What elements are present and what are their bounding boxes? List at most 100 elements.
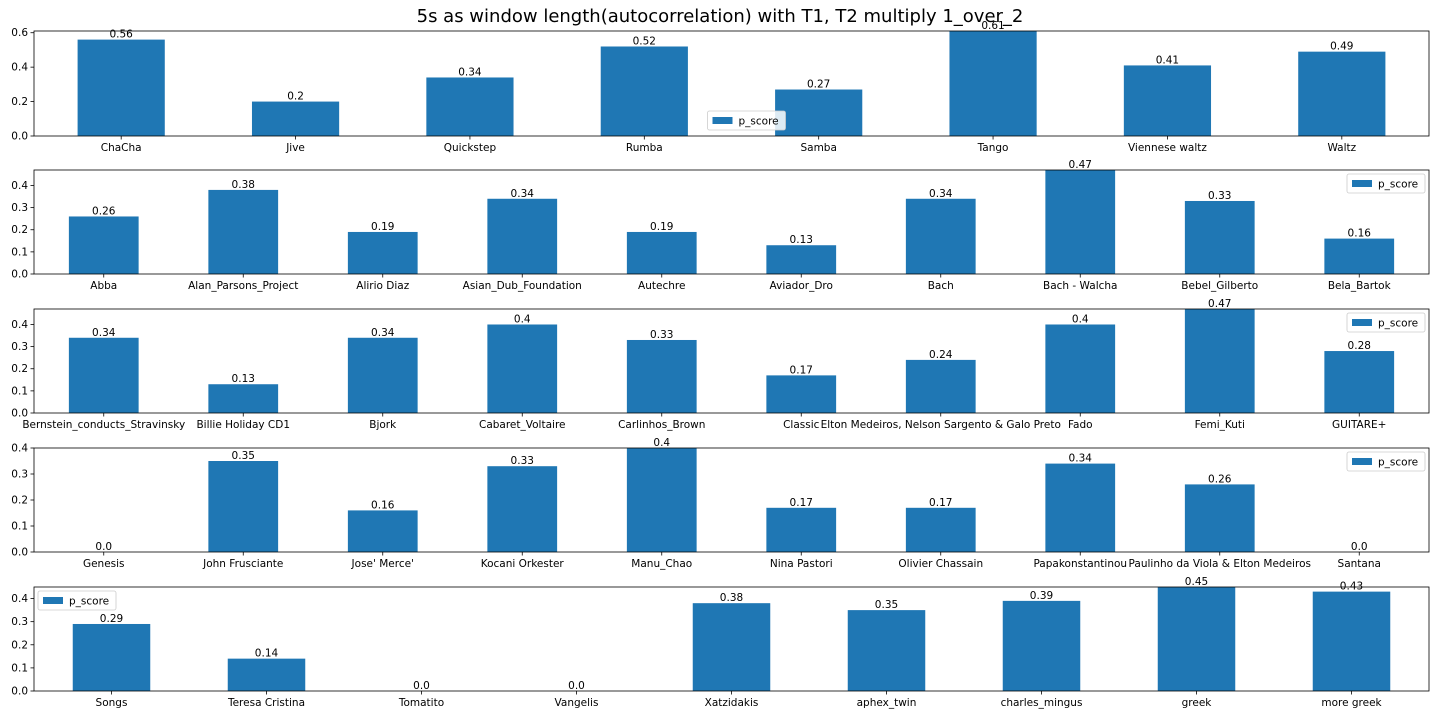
data-label: 0.56: [109, 29, 133, 41]
bar: [626, 339, 697, 413]
legend: p_score: [1346, 173, 1426, 194]
y-tick-label: 0.1: [11, 662, 28, 674]
bar: [1045, 324, 1116, 413]
data-label: 0.28: [1348, 340, 1371, 352]
data-label: 0.52: [633, 35, 656, 47]
y-tick-label: 0.6: [11, 27, 28, 39]
y-tick-label: 0.2: [11, 363, 28, 375]
x-tick-label: GUITARE+: [1332, 419, 1386, 431]
x-tick-label: Abba: [90, 280, 117, 292]
bar: [905, 507, 976, 552]
bar: [600, 46, 688, 136]
x-tick-label: Waltz: [1327, 142, 1356, 154]
bar: [1324, 351, 1395, 413]
bar: [1045, 170, 1116, 274]
bar: [487, 466, 558, 552]
bar: [1157, 587, 1236, 691]
x-tick-label: John Frusciante: [202, 558, 283, 570]
x-tick-label: greek: [1182, 697, 1213, 709]
legend-swatch: [1352, 458, 1372, 465]
bar: [347, 510, 418, 552]
data-label: 0.34: [511, 188, 535, 200]
bar: [208, 384, 279, 413]
data-label: 0.38: [232, 179, 255, 191]
bar: [72, 623, 151, 691]
y-tick-label: 0.0: [11, 131, 28, 143]
x-tick-label: Bela_Bartok: [1328, 280, 1392, 292]
x-tick-label: Jive: [285, 142, 305, 154]
bar: [426, 77, 514, 136]
bar: [626, 231, 697, 274]
x-tick-label: Fado: [1068, 419, 1093, 431]
y-tick-label: 0.3: [11, 616, 28, 628]
x-tick-label: Papakonstantinou: [1033, 558, 1127, 570]
data-label: 0.0: [568, 680, 585, 692]
data-label: 0.34: [371, 327, 395, 339]
y-tick-label: 0.0: [11, 408, 28, 420]
y-tick-label: 0.0: [11, 547, 28, 559]
y-tick-label: 0.0: [11, 269, 28, 281]
x-tick-label: Xatzidakis: [705, 697, 759, 709]
plot-frame: [33, 586, 1430, 692]
x-tick-label: Teresa Cristina: [227, 697, 305, 709]
data-label: 0.26: [92, 205, 116, 217]
data-label: 0.29: [100, 613, 123, 625]
bar: [208, 461, 279, 552]
legend: p_score: [1346, 451, 1426, 472]
bar: [1002, 600, 1081, 691]
bar: [775, 89, 863, 136]
bar: [347, 231, 418, 274]
x-tick-label: Carlinhos_Brown: [618, 419, 705, 431]
x-tick-label: Kocani Orkester: [481, 558, 565, 570]
data-label: 0.34: [458, 66, 482, 78]
legend-box: [707, 110, 786, 131]
y-tick-label: 0.2: [11, 495, 28, 507]
bar: [68, 337, 139, 413]
legend-box: [37, 590, 117, 611]
data-label: 0.45: [1185, 576, 1208, 588]
bar: [68, 216, 139, 274]
data-label: 0.41: [1156, 54, 1179, 66]
x-tick-label: Samba: [800, 142, 836, 154]
y-tick-label: 0.2: [11, 224, 28, 236]
bar: [766, 507, 837, 552]
data-label: 0.17: [929, 497, 952, 509]
legend-label: p_score: [739, 116, 779, 128]
data-label: 0.26: [1208, 473, 1232, 485]
subplot-4: 0.0 Genesis 0.35 John Frusciante 0.16 Jose' M…: [11, 437, 1430, 570]
bar: [847, 610, 926, 691]
data-label: 0.17: [790, 364, 813, 376]
data-label: 0.14: [255, 648, 279, 660]
data-label: 0.0: [413, 680, 430, 692]
x-tick-label: Songs: [96, 697, 128, 709]
bar: [487, 324, 558, 413]
x-tick-label: Billie Holiday CD1: [196, 419, 290, 431]
bar: [905, 359, 976, 413]
data-label: 0.0: [95, 541, 112, 553]
bar: [208, 189, 279, 274]
data-label: 0.39: [1030, 590, 1053, 602]
legend-swatch: [1352, 319, 1372, 326]
bar: [1184, 200, 1255, 274]
bar: [766, 245, 837, 274]
bar: [251, 101, 340, 136]
legend-label: p_score: [1378, 457, 1418, 469]
bar: [77, 39, 165, 137]
data-label: 0.17: [790, 497, 813, 509]
chart-title: 5s as window length(autocorrelation) wit…: [416, 6, 1024, 27]
x-tick-label: Santana: [1338, 558, 1381, 570]
x-tick-label: Bach: [928, 280, 954, 292]
data-label: 0.16: [371, 499, 395, 511]
y-tick-label: 0.2: [11, 639, 28, 651]
data-label: 0.0: [1351, 541, 1368, 553]
data-label: 0.35: [875, 599, 898, 611]
subplot-3: 0.34 Bernstein_conducts_Stravinsky 0.13 Bil…: [11, 298, 1430, 431]
x-tick-label: Jose' Merce': [351, 558, 414, 570]
x-tick-label: Cabaret_Voltaire: [479, 419, 566, 431]
x-tick-label: Quickstep: [444, 142, 497, 154]
x-tick-label: Bernstein_conducts_Stravinsky: [22, 419, 185, 431]
data-label: 0.24: [929, 349, 953, 361]
bar: [1312, 591, 1391, 691]
legend-label: p_score: [1378, 318, 1418, 330]
legend: p_score: [707, 110, 786, 131]
